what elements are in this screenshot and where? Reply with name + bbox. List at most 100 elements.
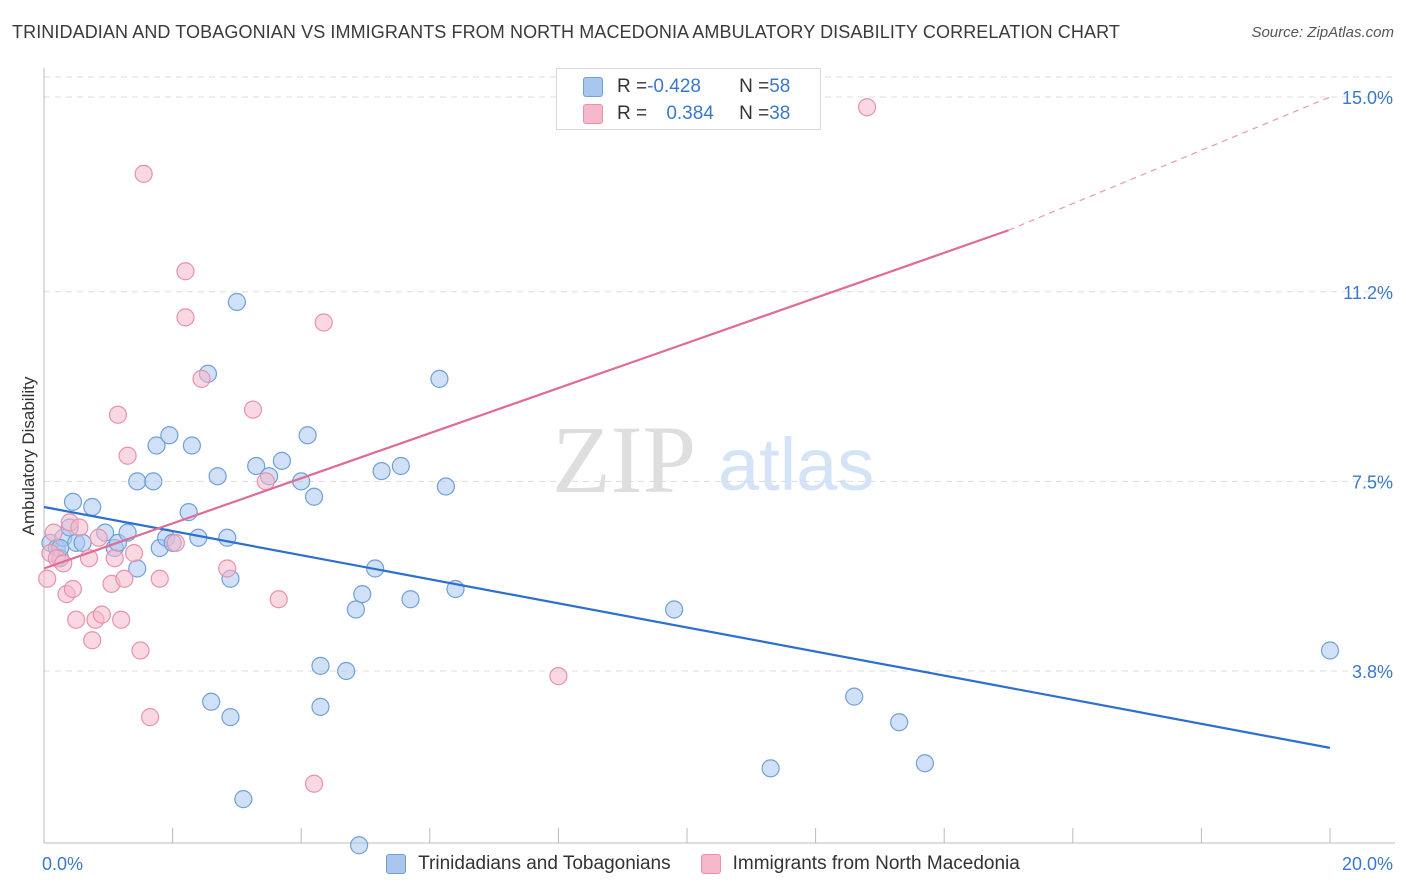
watermark-atlas: atlas (718, 423, 874, 506)
pink-point (269, 590, 288, 609)
pink-point (92, 605, 111, 624)
legend-n-value: 38 (769, 103, 791, 124)
watermark-zip: ZIP (552, 406, 696, 513)
pink-point (150, 569, 169, 588)
blue-point (304, 487, 324, 506)
y-tick-label: 3.8% (1352, 662, 1393, 682)
pink-point (857, 98, 877, 117)
chart-title: TRINIDADIAN AND TOBAGONIAN VS IMMIGRANTS… (12, 22, 1120, 42)
blue-point (845, 687, 864, 706)
legend-n-label: N = (739, 76, 770, 97)
legend-r-value: -0.428 (647, 76, 701, 97)
series-swatch-blue (386, 854, 407, 874)
series-swatch-pink (700, 854, 721, 874)
pink-point (166, 533, 185, 552)
legend-r-label: R = (617, 76, 648, 97)
y-tick-label: 7.5% (1352, 472, 1393, 492)
blue-point (353, 585, 372, 604)
pink-point (314, 313, 333, 332)
pink-point (192, 369, 211, 388)
pink-point (112, 610, 131, 629)
blue-point (144, 472, 163, 491)
series-legend-item-blue: Trinidadians and Tobagonians (386, 853, 671, 875)
y-tick-label: 11.2% (1343, 283, 1393, 303)
legend-n-value: 58 (769, 76, 791, 97)
series-legend: Trinidadians and Tobagonians Immigrants … (0, 852, 1406, 876)
blue-point (73, 533, 92, 552)
legend-r-value: 0.384 (666, 103, 714, 124)
blue-point (147, 436, 166, 455)
blue-point (337, 661, 356, 681)
pink-point (67, 610, 86, 629)
blue-point (221, 708, 240, 727)
pink-point (176, 262, 195, 281)
blue-point (915, 754, 935, 773)
pink-point (63, 579, 83, 599)
pink-point (304, 774, 324, 793)
blue-point (430, 369, 449, 388)
pink-point (115, 569, 134, 588)
y-tick-label: 15.0% (1342, 88, 1393, 108)
pink-point (256, 472, 275, 491)
series-legend-label: Immigrants from North Macedonia (732, 853, 1020, 874)
blue-point (1320, 641, 1340, 660)
pink-point (38, 569, 57, 588)
blue-point (272, 451, 292, 470)
pink-trend-extension (1008, 96, 1331, 231)
pink-point (549, 667, 568, 686)
legend-row-blue: R = -0.428 N = 58 (583, 74, 790, 100)
pink-point (89, 528, 108, 547)
blue-point (665, 600, 684, 619)
pink-point (134, 164, 153, 183)
pink-point (243, 400, 263, 419)
pink-point (131, 641, 150, 660)
pink-trend-line (43, 229, 1009, 570)
pink-point (140, 708, 160, 727)
pink-point (176, 308, 195, 327)
pink-point (218, 559, 237, 578)
blue-point (160, 426, 179, 445)
blue-point (128, 472, 147, 491)
correlation-legend: R = -0.428 N = 58 R = 0.384 N = 38 (556, 68, 821, 130)
legend-r-label: R = (617, 103, 648, 124)
legend-row-pink: R = 0.384 N = 38 (583, 101, 790, 127)
pink-point (70, 518, 89, 537)
blue-point (311, 656, 330, 675)
legend-swatch-pink (583, 104, 603, 124)
x-tick-label: 20.0% (1342, 854, 1393, 874)
blue-point (234, 790, 253, 809)
pink-point (108, 405, 128, 424)
blue-point (298, 426, 317, 445)
blue-point (83, 497, 102, 517)
blue-point (372, 462, 391, 481)
y-axis-label: Ambulatory Disability (19, 376, 38, 535)
blue-point (890, 713, 909, 732)
blue-point (311, 697, 330, 716)
pink-point (124, 544, 144, 563)
blue-point (208, 467, 227, 486)
pink-point (118, 446, 137, 465)
blue-point (202, 692, 221, 711)
blue-point (247, 456, 266, 476)
legend-swatch-blue (583, 77, 603, 97)
pink-point (83, 631, 102, 650)
series-legend-item-pink: Immigrants from North Macedonia (700, 853, 1020, 875)
blue-point (63, 492, 83, 511)
blue-point (761, 759, 780, 778)
blue-point (182, 436, 201, 455)
blue-point (349, 836, 369, 855)
blue-point (346, 600, 365, 619)
series-legend-label: Trinidadians and Tobagonians (418, 853, 671, 874)
blue-point (218, 528, 237, 547)
pink-point (44, 523, 63, 542)
source-label: Source: ZipAtlas.com (1251, 24, 1394, 41)
blue-point (391, 456, 410, 476)
x-tick-label: 0.0% (42, 854, 83, 874)
blue-point (401, 590, 420, 609)
pink-point (105, 549, 124, 568)
blue-point (227, 292, 246, 312)
blue-point (436, 477, 455, 496)
legend-n-label: N = (739, 103, 770, 124)
blue-trend-line (43, 505, 1331, 749)
